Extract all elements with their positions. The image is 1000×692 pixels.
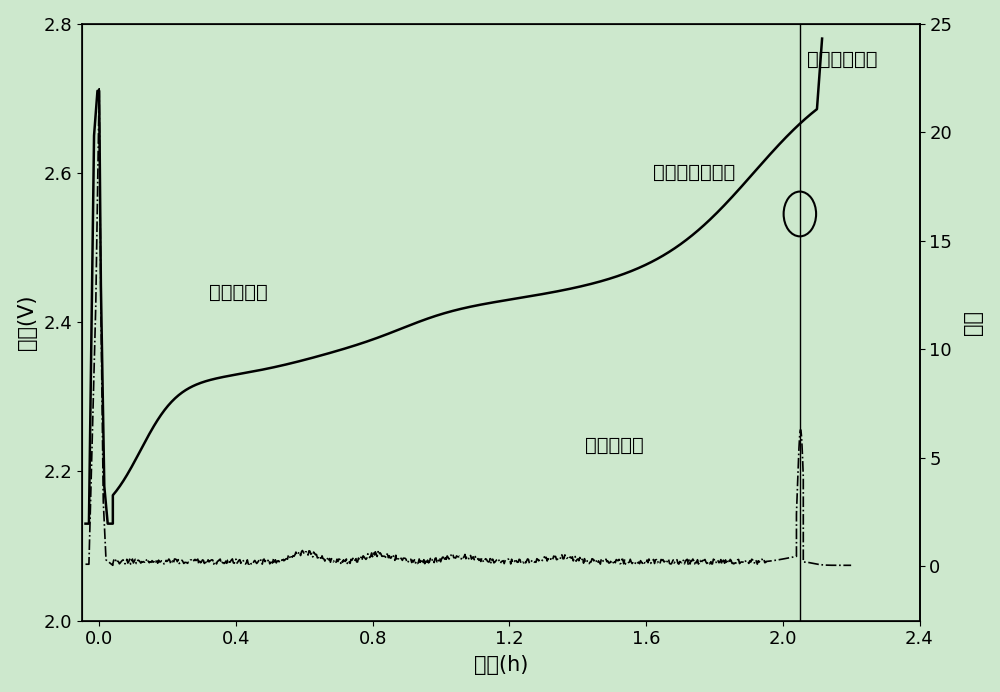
Text: 特征荷电状态点: 特征荷电状态点	[653, 163, 735, 183]
Y-axis label: 曲率: 曲率	[963, 309, 983, 335]
Text: 充放电曲线: 充放电曲线	[209, 283, 267, 302]
X-axis label: 时间(h): 时间(h)	[474, 655, 528, 675]
Text: 充电截止电压: 充电截止电压	[807, 50, 877, 69]
Y-axis label: 电压(V): 电压(V)	[17, 294, 37, 350]
Text: 曲率最大値: 曲率最大値	[585, 436, 643, 455]
